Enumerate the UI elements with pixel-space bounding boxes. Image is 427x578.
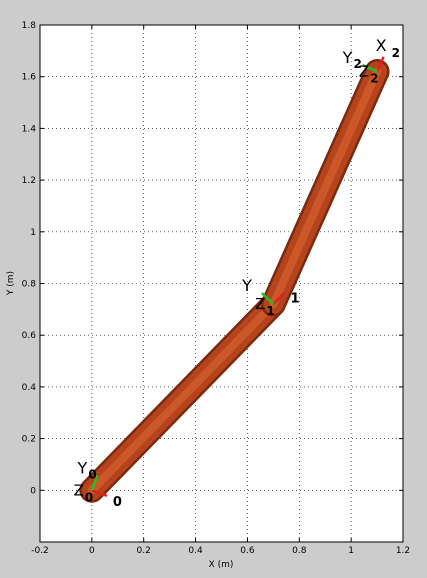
frame-z-label: Z (359, 63, 369, 81)
y-axis-label: Y (m) (6, 271, 16, 296)
frame-y-label: Y (241, 276, 252, 295)
frame-x-label: 0 (113, 495, 122, 510)
y-tick-label: 0.2 (22, 435, 36, 445)
frame-x-label: 1 (291, 292, 300, 307)
x-tick-label: -0.2 (31, 546, 49, 556)
frame-y-label: Y (342, 48, 353, 67)
x-tick-label: 0.2 (137, 546, 151, 556)
y-tick-label: 1.2 (22, 176, 36, 186)
x-tick-labels: -0.2 0 0.2 0.4 0.6 0.8 1 1.2 (31, 546, 410, 556)
y-tick-label: 1.4 (22, 124, 37, 134)
y-axis-arrow (361, 63, 378, 73)
frame-z-label: Z (74, 481, 84, 499)
y-tick-label: 0.6 (22, 331, 37, 341)
x-tick-label: 1.2 (396, 546, 410, 556)
frame-y-subscript: 2 (353, 57, 361, 71)
y-tick-label: 1.6 (22, 73, 37, 83)
y-axis-arrow (261, 292, 275, 306)
y-tick-label: 0.4 (22, 383, 37, 393)
x-tick-label: 0.6 (240, 546, 255, 556)
tick-marks (39, 24, 404, 542)
x-axis-label: X (m) (209, 560, 234, 570)
frame-x-label: X (376, 36, 387, 55)
robot-links (79, 59, 390, 503)
x-tick-label: 0.8 (292, 546, 307, 556)
frame-z-subscript: 1 (266, 304, 274, 318)
y-tick-label: 0.8 (22, 280, 37, 290)
x-axis-arrow (91, 489, 108, 497)
y-tick-label: 0 (30, 486, 36, 496)
frame-z-subscript: 2 (370, 72, 378, 86)
coordinate-frames: Y 0Z 0 0YZ 11Y 2Z 2X 2 (74, 36, 400, 510)
link-highlight (269, 67, 382, 309)
x-tick-label: 0.4 (188, 546, 203, 556)
frame-x-subscript: 2 (392, 46, 400, 60)
y-tick-label: 1.8 (22, 21, 37, 31)
link-highlight (87, 300, 278, 495)
x-axis-arrow (272, 291, 286, 306)
frame-y-label: Y (77, 458, 88, 477)
y-tick-labels: 0 0.2 0.4 0.6 0.8 1 1.2 1.4 1.6 1.8 (22, 21, 37, 496)
x-tick-label: 0 (89, 546, 95, 556)
x-tick-label: 1 (348, 546, 354, 556)
frame-y-subscript: 0 (88, 467, 96, 481)
x-axis-arrow (375, 56, 385, 73)
y-axis-arrow (90, 474, 99, 491)
frame-z-label: Z (255, 295, 265, 313)
frame-z-subscript: 0 (85, 490, 93, 504)
y-tick-label: 1 (30, 228, 36, 238)
